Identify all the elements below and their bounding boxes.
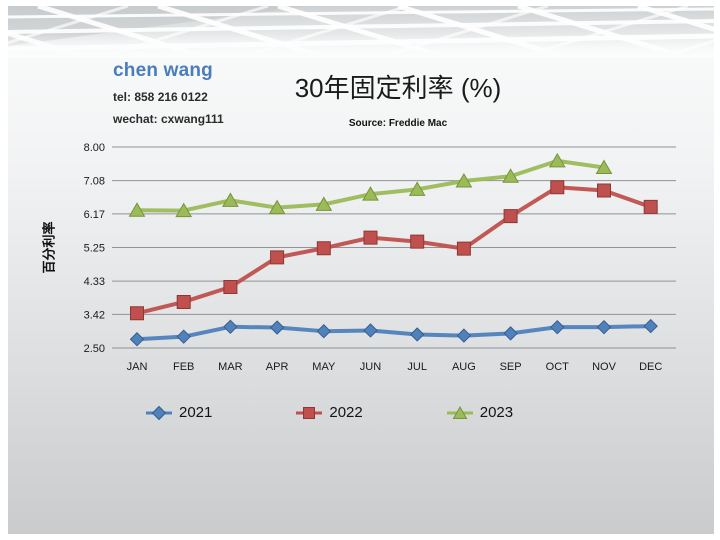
marker-2021-DEC [643,318,658,334]
marker-2022-DEC [643,199,658,214]
slide: chen wang tel: 858 216 0122 wechat: cxwa… [8,6,714,534]
x-tick-label: AUG [452,361,476,373]
contact-tel: tel: 858 216 0122 [113,90,208,104]
marker-2023-AUG [455,172,473,188]
marker-2022-JUL [410,234,425,249]
marker-2022-OCT [550,180,565,195]
y-tick-label: 4.33 [84,276,105,288]
chart-title: 30年固定利率 (%) [294,73,502,103]
y-tick-label: 2.50 [84,343,105,355]
square-icon [296,406,323,419]
legend-item-2021: 2021 [146,404,212,421]
legend-label: 2023 [479,404,514,421]
marker-2022-MAY [316,241,331,256]
marker-2022-AUG [456,241,471,256]
legend-item-2023: 2023 [446,404,514,421]
x-tick-label: FEB [173,361,194,373]
marker-2022-FEB [176,294,191,309]
contact-wechat: wechat: cxwang111 [113,112,224,126]
contact-block: chen wang tel: 858 216 0122 wechat: cxwa… [113,60,224,126]
legend-label: 2022 [329,404,363,421]
marker-2023-APR [268,199,286,215]
x-tick-label: JUN [360,361,381,373]
marker-2021-MAR [223,319,238,335]
x-tick-label: JAN [127,361,148,373]
marker-2021-JUL [409,327,425,342]
marker-2023-MAY [315,196,333,211]
marker-2023-MAR [222,192,239,207]
x-tick-label: NOV [592,361,617,373]
contact-name: chen wang [113,60,213,81]
chart-source-label: Source: Freddie Mac [348,118,448,129]
series-line-2021 [135,324,653,342]
marker-2022-SEP [503,209,518,224]
triangle-icon [446,405,473,419]
marker-2021-JAN [129,332,145,347]
marker-2021-FEB [176,329,191,344]
marker-2021-NOV [596,319,612,335]
marker-2021-SEP [503,326,518,341]
x-tick-label: APR [266,361,289,373]
marker-2021-OCT [550,319,565,335]
chart-legend: 2021 2022 2023 [146,404,513,421]
x-tick-label: OCT [546,361,570,373]
legend-label: 2021 [179,404,213,421]
series-line-2022 [135,185,653,316]
marker-2022-NOV [597,183,611,198]
marker-2022-JUN [363,230,378,245]
y-tick-label: 3.42 [84,309,105,321]
marker-2023-JUN [362,186,379,201]
y-tick-label: 6.17 [84,209,105,221]
x-tick-label: JUL [407,361,427,373]
marker-2021-AUG [456,328,472,343]
legend-item-2022: 2022 [296,404,363,421]
marker-2022-APR [270,250,285,265]
marker-2023-OCT [548,152,566,168]
x-tick-label: SEP [500,361,522,373]
marker-2023-NOV [595,159,613,174]
marker-2023-JAN [128,202,146,217]
line-chart: 8.00 7.08 6.17 5.25 4.33 3.42 2.50 JAN FEB MAR APR… [84,142,676,373]
marker-2021-MAY [316,323,332,339]
marker-2023-JUL [408,181,426,196]
marker-2021-JUN [363,323,378,338]
marker-2023-SEP [502,168,519,183]
x-tick-label: MAR [218,361,243,373]
diamond-icon [146,405,172,420]
y-tick-label: 7.08 [84,176,105,188]
marker-2022-JAN [130,306,144,321]
marker-2021-APR [269,320,285,335]
y-tick-label: 5.25 [84,243,105,255]
x-tick-label: MAY [312,361,336,373]
top-decoration [8,6,714,58]
x-tick-label: DEC [639,361,662,373]
marker-2023-FEB [175,202,193,218]
marker-2022-MAR [223,279,238,294]
y-tick-label: 8.00 [84,142,105,154]
